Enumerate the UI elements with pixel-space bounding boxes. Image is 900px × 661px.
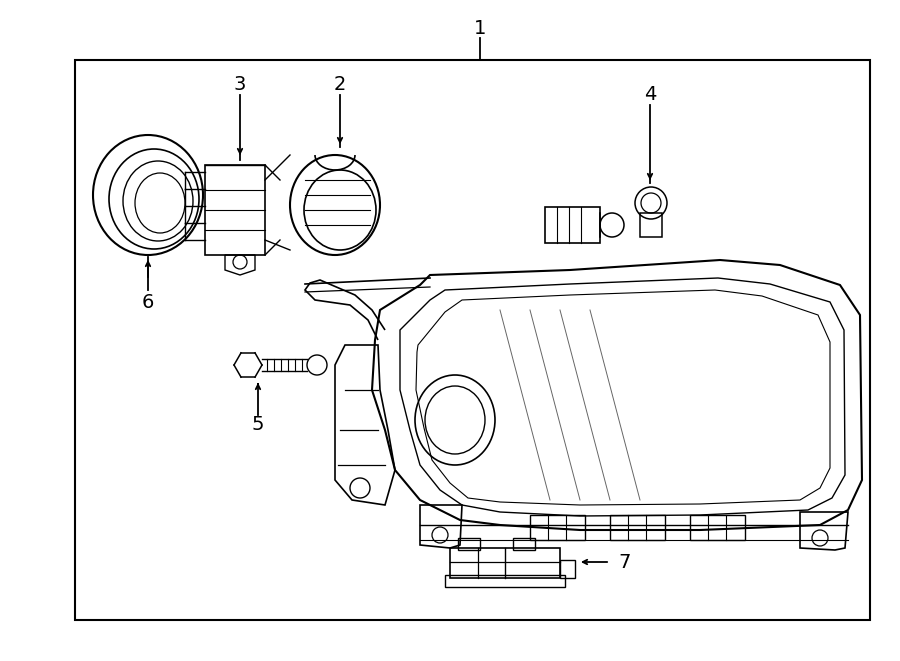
Bar <box>545 207 600 243</box>
Text: 3: 3 <box>234 75 247 95</box>
Bar <box>640 213 662 237</box>
Bar <box>690 515 745 540</box>
Bar <box>458 538 480 550</box>
Bar <box>445 575 565 587</box>
Bar <box>450 548 560 578</box>
Text: 1: 1 <box>473 19 486 38</box>
Bar <box>530 515 585 540</box>
Bar <box>75 60 870 620</box>
Bar <box>513 538 535 550</box>
Text: 4: 4 <box>644 85 656 104</box>
Text: 7: 7 <box>619 553 631 572</box>
Bar <box>560 560 575 578</box>
Bar <box>610 515 665 540</box>
Text: 6: 6 <box>142 293 154 313</box>
Text: 5: 5 <box>252 416 265 434</box>
Bar <box>205 165 265 255</box>
Text: 2: 2 <box>334 75 346 95</box>
